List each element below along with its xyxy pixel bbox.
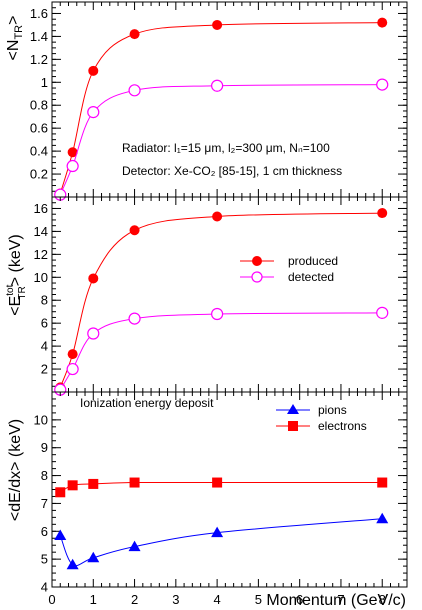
y-tick-label: 2 (41, 362, 48, 377)
y-tick-label: 8 (41, 293, 48, 308)
legend-produced-marker (252, 256, 262, 266)
data-point-detected (376, 78, 389, 91)
y-tick-label: 1 (41, 75, 48, 90)
x-tick-label: 4 (213, 592, 220, 607)
x-tick-label: 1 (90, 592, 97, 607)
y-tick-label: 0.6 (30, 121, 48, 136)
panel-1-ylabel: <NTR> (5, 16, 25, 61)
data-point-pions (54, 529, 67, 540)
y-tick-label: 7 (41, 496, 48, 511)
ionization-title: Ionization energy deposit (80, 396, 214, 410)
legend-panel-2: produced detected (240, 254, 338, 284)
data-point-produced (212, 19, 223, 30)
panel-3-ylabel: <dE/dx> (keV) (7, 419, 24, 521)
data-point-pions (376, 512, 389, 524)
data-point-produced (67, 147, 78, 158)
data-point-electrons (55, 487, 66, 498)
legend-electrons-marker (288, 421, 298, 431)
data-point-produced (67, 349, 78, 360)
x-tick-label: 0 (48, 592, 55, 607)
y-tick-label: 10 (34, 412, 48, 427)
data-point-detected (211, 307, 224, 321)
legend-detected-marker (251, 271, 263, 283)
x-tick-label: 5 (255, 592, 262, 607)
data-point-detected (128, 84, 141, 97)
y-tick-label: 1.6 (30, 6, 48, 21)
data-point-detected (128, 312, 141, 325)
y-tick-label: 9 (41, 440, 48, 455)
y-tick-label: 6 (41, 524, 48, 539)
y-tick-label: 0.8 (30, 98, 48, 113)
y-tick-label: 0.2 (30, 167, 48, 182)
legend-electrons-label: electrons (318, 419, 367, 433)
x-tick-label: 2 (131, 592, 138, 607)
data-point-detected (66, 159, 79, 173)
data-point-pions (87, 551, 100, 563)
legend-pions-label: pions (318, 403, 347, 417)
data-point-pions (66, 558, 79, 570)
legend-detected-label: detected (288, 270, 334, 284)
data-point-electrons (88, 478, 99, 489)
data-point-pions (211, 526, 224, 538)
data-point-produced (377, 208, 388, 219)
y-tick-label: 4 (41, 580, 48, 595)
data-point-detected (87, 106, 100, 119)
data-point-electrons (129, 477, 140, 488)
data-point-detected (211, 79, 224, 92)
y-tick-label: 12 (34, 247, 48, 262)
radiator-annotation: Radiator: l₁=15 μm, l₂=300 μm, Nₙ=100 (122, 141, 330, 155)
data-point-produced (129, 29, 140, 40)
legend-produced-label: produced (288, 254, 338, 268)
legend-panel-3: pions electrons (276, 403, 367, 433)
data-point-produced (212, 211, 223, 222)
y-tick-label: 14 (34, 224, 48, 239)
data-point-detected (66, 362, 79, 376)
panel-2-ylabel: <EtotTR> (keV) (5, 234, 28, 316)
x-tick-label: 6 (296, 592, 303, 607)
x-tick-label: 7 (337, 592, 344, 607)
data-point-produced (88, 273, 99, 284)
y-tick-label: 1.2 (30, 52, 48, 67)
y-tick-label: 0.4 (30, 144, 48, 159)
data-point-detected (87, 327, 100, 340)
y-tick-label: 10 (34, 270, 48, 285)
data-point-pions (128, 540, 141, 552)
x-axis-title: Momentum (GeV/c) (266, 592, 406, 609)
data-point-produced (129, 225, 140, 236)
x-tick-label: 3 (172, 592, 179, 607)
y-tick-label: 5 (41, 552, 48, 567)
data-point-electrons (67, 480, 78, 491)
data-point-produced (377, 17, 388, 28)
data-point-electrons (377, 477, 388, 488)
y-tick-label: 16 (34, 201, 48, 216)
x-tick-label: 8 (379, 592, 386, 607)
y-tick-label: 6 (41, 316, 48, 331)
data-point-electrons (212, 477, 223, 488)
data-point-produced (88, 65, 99, 76)
data-point-detected (376, 306, 389, 319)
detector-annotation: Detector: Xe-CO₂ [85-15], 1 cm thickness (122, 164, 342, 178)
y-tick-label: 1.4 (30, 29, 48, 44)
legend-pions-marker (287, 404, 299, 414)
y-tick-label: 4 (41, 339, 48, 354)
y-tick-label: 8 (41, 468, 48, 483)
